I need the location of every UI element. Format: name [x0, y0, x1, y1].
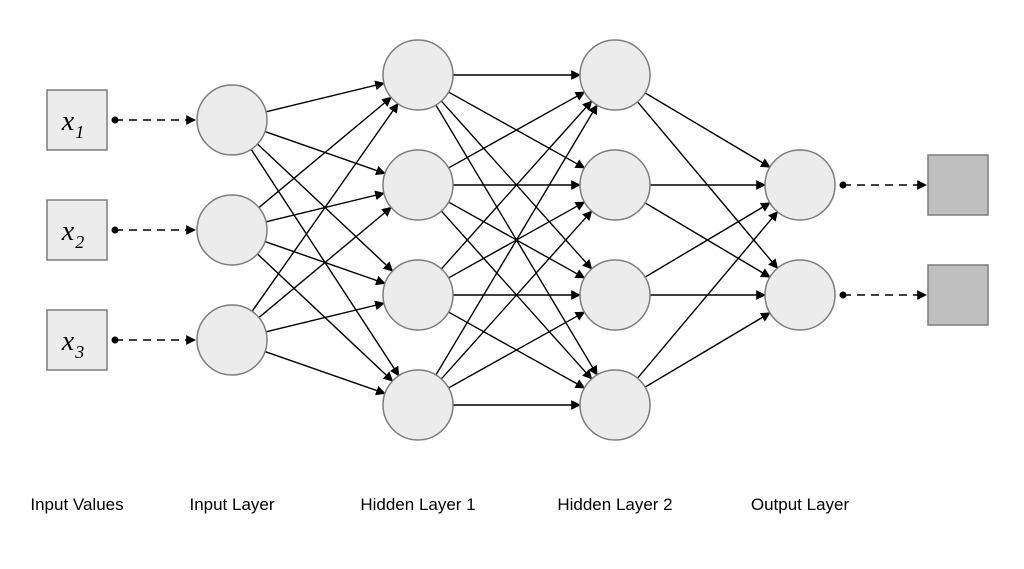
hidden2-neuron	[580, 40, 650, 110]
neural-network-diagram: x1x2x3Input ValuesInput LayerHidden Laye…	[0, 0, 1024, 569]
hidden1-neuron	[383, 40, 453, 110]
edge	[259, 97, 391, 207]
edge	[266, 303, 384, 332]
hidden1-neuron	[383, 260, 453, 330]
hidden2-neuron	[580, 260, 650, 330]
edge	[259, 207, 391, 317]
output-value-box	[928, 265, 988, 325]
hidden1-neuron	[383, 370, 453, 440]
edge	[645, 313, 770, 387]
input-layer-label: Input Layer	[189, 495, 274, 514]
edge	[645, 93, 770, 167]
output-neuron	[765, 150, 835, 220]
edge	[266, 83, 384, 112]
output-value-box	[928, 155, 988, 215]
output-layer-label: Output Layer	[751, 495, 850, 514]
input-neuron	[197, 305, 267, 375]
input-neuron	[197, 85, 267, 155]
hidden2-neuron	[580, 370, 650, 440]
input-values-label: Input Values	[30, 495, 123, 514]
hidden-layer-2-label: Hidden Layer 2	[557, 495, 672, 514]
output-neuron	[765, 260, 835, 330]
hidden-layer-1-label: Hidden Layer 1	[360, 495, 475, 514]
hidden2-neuron	[580, 150, 650, 220]
edges-solid	[251, 75, 777, 405]
hidden1-neuron	[383, 150, 453, 220]
input-neuron	[197, 195, 267, 265]
